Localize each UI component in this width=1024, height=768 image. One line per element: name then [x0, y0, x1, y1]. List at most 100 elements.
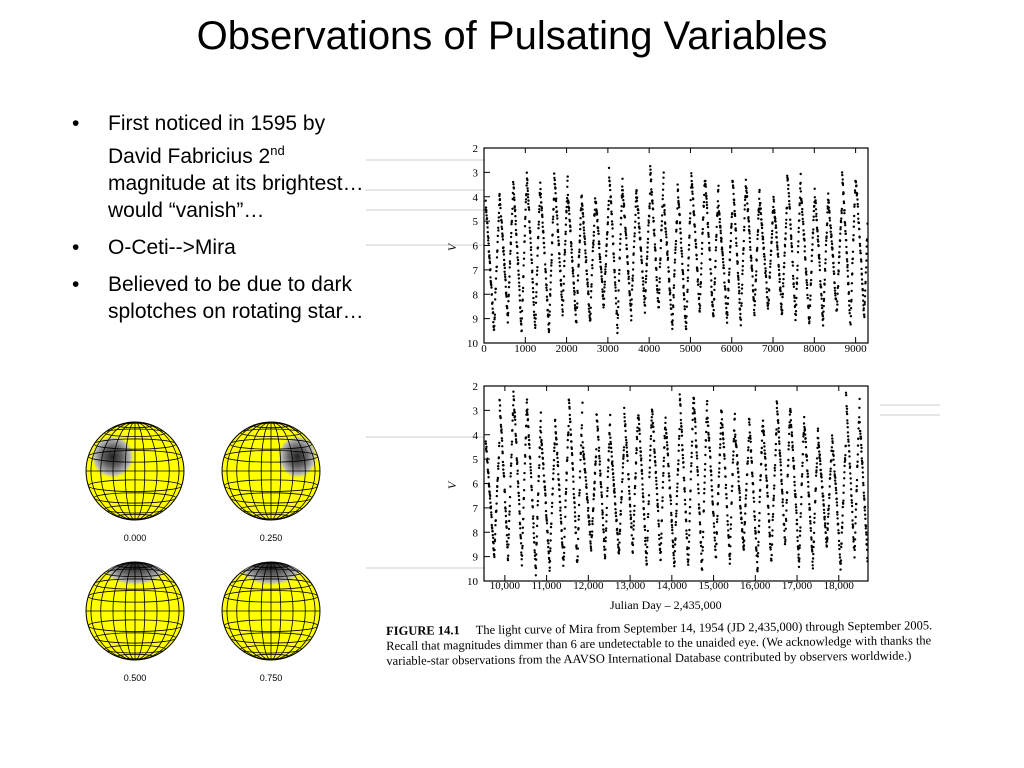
data-point — [640, 255, 643, 258]
data-point — [571, 453, 574, 457]
data-point — [603, 283, 606, 286]
data-point — [640, 261, 644, 265]
data-point — [646, 250, 649, 254]
data-point — [629, 309, 633, 312]
data-point — [564, 223, 568, 226]
data-point — [506, 307, 509, 310]
data-point — [519, 533, 522, 537]
data-point — [777, 265, 780, 268]
data-point — [737, 278, 740, 281]
data-point — [798, 560, 801, 563]
data-point — [639, 246, 643, 250]
data-point — [646, 255, 649, 258]
data-point — [745, 482, 748, 486]
data-point — [859, 435, 862, 438]
data-point — [768, 519, 771, 522]
data-point — [674, 521, 678, 524]
data-point — [634, 220, 637, 223]
data-point — [521, 290, 525, 293]
data-point — [621, 177, 624, 180]
data-point — [710, 294, 713, 297]
data-point — [831, 437, 834, 440]
data-point — [784, 527, 787, 530]
x-tick-label: 18,000 — [824, 580, 855, 592]
data-point — [537, 235, 540, 239]
data-point — [568, 212, 571, 216]
data-point — [689, 198, 692, 202]
data-point — [517, 273, 520, 276]
data-point — [759, 207, 762, 210]
data-point — [658, 277, 661, 280]
data-point — [547, 552, 550, 555]
data-point — [775, 231, 778, 234]
data-point — [780, 488, 784, 491]
bullet-text-tail: magnitude at its brightest…would “vanish… — [108, 172, 364, 222]
data-point — [664, 416, 667, 419]
data-point — [498, 194, 501, 198]
data-point — [541, 457, 545, 460]
data-point — [741, 283, 744, 286]
data-point — [600, 486, 603, 489]
data-point — [728, 557, 732, 561]
data-point — [562, 551, 566, 555]
data-point — [631, 279, 634, 282]
data-point — [593, 480, 596, 483]
data-point — [747, 446, 750, 449]
data-point — [753, 510, 756, 513]
data-point — [513, 411, 516, 414]
data-point — [788, 413, 792, 416]
data-point — [501, 238, 505, 241]
data-point — [564, 499, 567, 502]
data-point — [802, 222, 805, 226]
data-point — [646, 539, 649, 542]
data-point — [663, 213, 666, 216]
data-point — [832, 454, 835, 457]
data-point — [599, 482, 603, 486]
data-point — [640, 457, 643, 460]
data-point — [786, 174, 789, 177]
x-tick-label: 11,000 — [532, 580, 562, 592]
data-point — [734, 222, 737, 226]
data-point — [747, 216, 750, 219]
data-point — [543, 488, 547, 492]
data-point — [697, 492, 700, 495]
data-point — [620, 205, 623, 208]
data-point — [793, 484, 796, 487]
data-point — [648, 466, 651, 469]
data-point — [710, 285, 713, 288]
data-point — [729, 239, 732, 243]
data-point — [535, 558, 538, 561]
data-point — [577, 503, 581, 507]
data-point — [648, 205, 651, 208]
data-point — [543, 485, 547, 488]
data-point — [836, 303, 839, 306]
data-point — [558, 252, 561, 256]
data-point — [626, 255, 629, 258]
data-point — [497, 467, 500, 470]
data-point — [605, 520, 608, 523]
data-point — [653, 246, 657, 249]
data-point — [660, 224, 663, 227]
data-point — [804, 437, 807, 440]
data-point — [860, 450, 863, 453]
data-point — [666, 444, 669, 447]
data-point — [862, 481, 865, 485]
data-point — [688, 236, 691, 239]
data-point — [859, 437, 863, 440]
data-point — [846, 260, 849, 263]
data-point — [656, 509, 660, 513]
data-point — [694, 425, 697, 428]
data-point — [719, 432, 722, 435]
data-point — [823, 518, 826, 521]
data-point — [721, 423, 724, 427]
data-point — [526, 187, 529, 190]
data-point — [805, 454, 808, 458]
data-point — [629, 505, 632, 508]
data-point — [749, 254, 753, 257]
data-point — [644, 288, 647, 292]
data-point — [801, 217, 804, 221]
data-point — [639, 249, 643, 252]
data-point — [790, 237, 793, 241]
data-point — [489, 501, 492, 504]
data-point — [822, 317, 825, 320]
